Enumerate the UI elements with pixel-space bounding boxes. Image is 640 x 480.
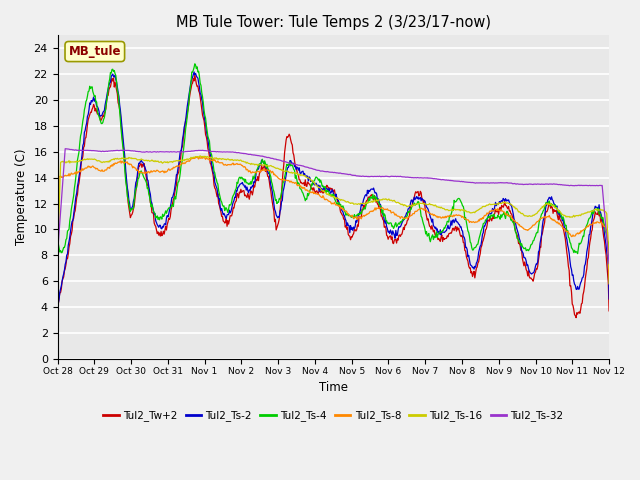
X-axis label: Time: Time [319, 381, 348, 394]
Title: MB Tule Tower: Tule Temps 2 (3/23/17-now): MB Tule Tower: Tule Temps 2 (3/23/17-now… [176, 15, 491, 30]
Legend: Tul2_Tw+2, Tul2_Ts-2, Tul2_Ts-4, Tul2_Ts-8, Tul2_Ts-16, Tul2_Ts-32: Tul2_Tw+2, Tul2_Ts-2, Tul2_Ts-4, Tul2_Ts… [99, 406, 568, 425]
Text: MB_tule: MB_tule [68, 45, 121, 58]
Y-axis label: Temperature (C): Temperature (C) [15, 149, 28, 245]
